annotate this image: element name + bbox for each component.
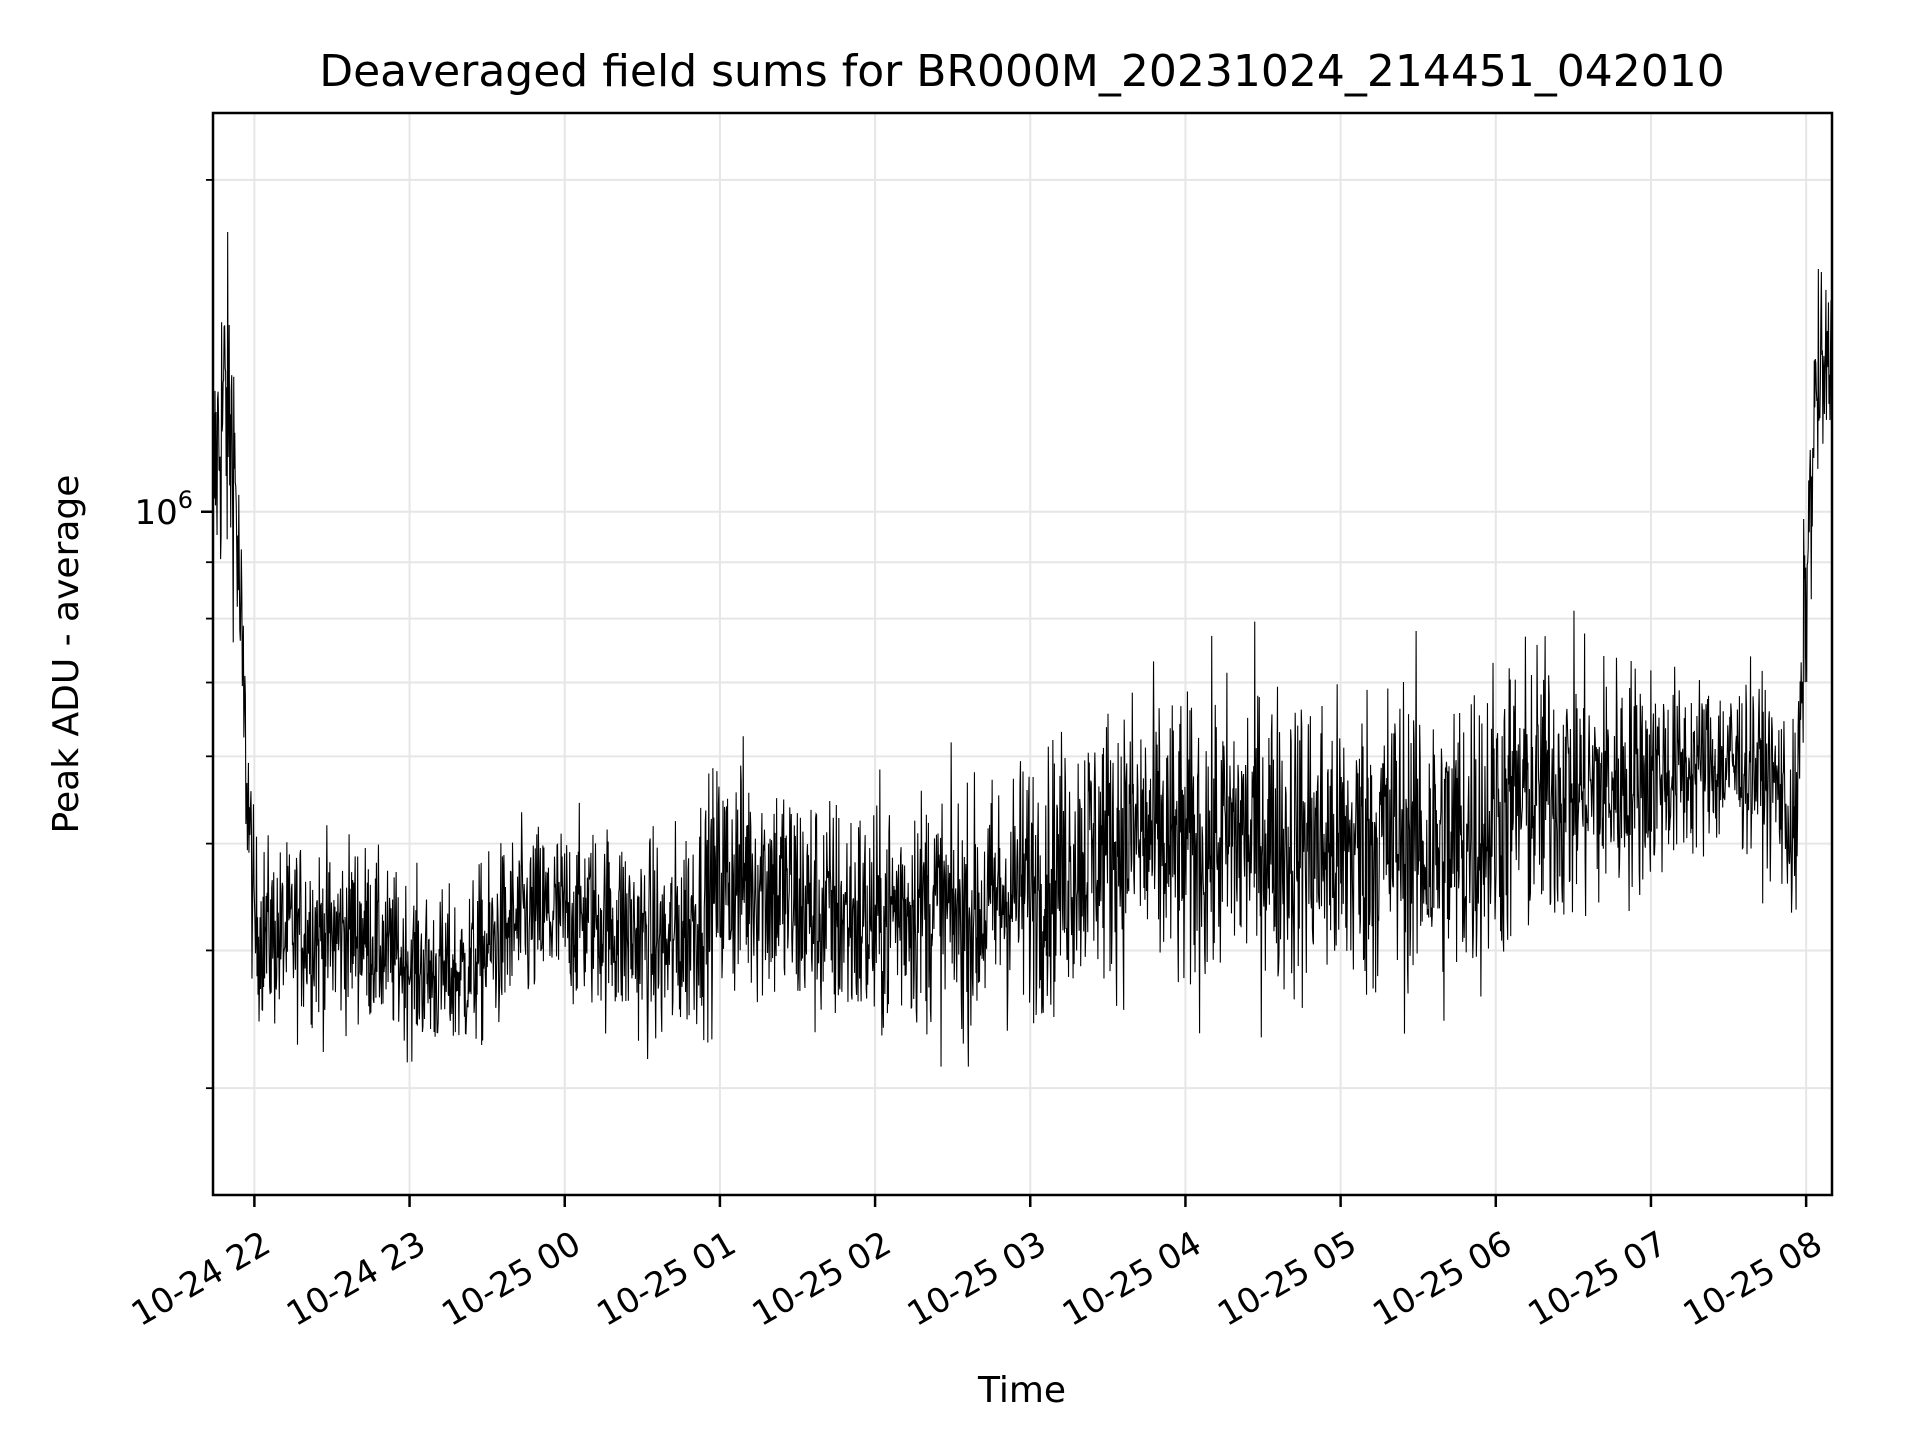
x-tick-label: 10-25 08 [1677, 1224, 1829, 1335]
x-tick-label: 10-25 07 [1521, 1224, 1673, 1335]
x-tick-label: 10-25 00 [435, 1224, 587, 1335]
x-tick-label: 10-25 03 [901, 1224, 1053, 1335]
x-tick-label: 10-24 23 [280, 1224, 432, 1335]
x-tick-label: 10-25 02 [746, 1224, 898, 1335]
x-tick-label: 10-25 05 [1211, 1224, 1363, 1335]
series-layer [212, 231, 1833, 1067]
plot-frame [211, 111, 1834, 1197]
grid [213, 113, 1832, 1195]
series-line [212, 231, 1833, 1067]
chart-title: Deaveraged field sums for BR000M_2023102… [319, 46, 1725, 97]
x-tick-label: 10-25 01 [590, 1224, 742, 1335]
x-axis-label: Time [977, 1370, 1066, 1411]
x-tick-label: 10-24 22 [125, 1224, 277, 1335]
y-axis-label: Peak ADU - average [46, 475, 87, 834]
x-tick-label: 10-25 04 [1056, 1224, 1208, 1335]
y-tick-label: 106 [134, 486, 193, 533]
x-tick-label: 10-25 06 [1366, 1224, 1518, 1335]
